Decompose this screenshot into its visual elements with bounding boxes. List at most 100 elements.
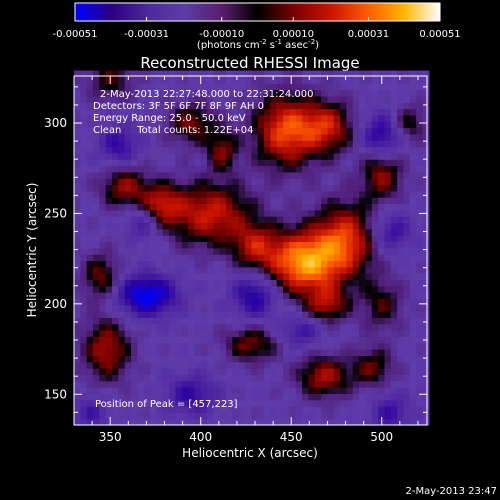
heatmap-cell xyxy=(403,114,411,122)
heatmap-cell xyxy=(346,342,354,350)
heatmap-cell xyxy=(276,70,284,78)
heatmap-cell xyxy=(409,387,417,394)
heatmap-cell xyxy=(403,399,411,407)
heatmap-cell xyxy=(162,127,170,135)
heatmap-cell xyxy=(188,146,195,154)
heatmap-cell xyxy=(112,399,119,407)
heatmap-cell xyxy=(137,412,145,420)
heatmap-cell xyxy=(359,165,367,173)
heatmap-cell xyxy=(308,323,316,331)
heatmap-cell xyxy=(99,418,107,426)
heatmap-cell xyxy=(365,279,373,287)
heatmap-cell xyxy=(270,387,278,394)
heatmap-cell xyxy=(74,127,81,135)
heatmap-cell xyxy=(194,304,202,312)
heatmap-cell xyxy=(390,235,398,243)
heatmap-cell xyxy=(80,184,88,192)
heatmap-cell xyxy=(295,184,303,192)
heatmap-cell xyxy=(359,178,367,186)
heatmap-cell xyxy=(359,102,367,110)
heatmap-cell xyxy=(213,412,221,420)
heatmap-cell xyxy=(327,209,335,217)
heatmap-cell xyxy=(308,89,316,97)
heatmap-cell xyxy=(105,285,113,293)
heatmap-cell xyxy=(162,197,170,205)
heatmap-cell xyxy=(314,121,322,129)
heatmap-cell xyxy=(264,247,272,255)
heatmap-cell xyxy=(384,266,392,274)
heatmap-cell xyxy=(156,184,164,192)
heatmap-cell xyxy=(245,412,253,420)
heatmap-cell xyxy=(333,273,341,281)
heatmap-cell xyxy=(80,165,88,173)
heatmap-cell xyxy=(264,216,272,224)
heatmap-cell xyxy=(93,355,100,363)
heatmap-cell xyxy=(207,336,214,344)
heatmap-cell xyxy=(371,330,379,337)
heatmap-cell xyxy=(175,197,183,205)
heatmap-cell xyxy=(416,165,424,173)
heatmap-cell xyxy=(365,304,373,312)
heatmap-cell xyxy=(308,152,316,160)
heatmap-cell xyxy=(314,70,322,78)
heatmap-cell xyxy=(333,368,341,375)
heatmap-cell xyxy=(124,406,132,413)
heatmap-cell xyxy=(80,279,88,287)
heatmap-cell xyxy=(74,361,81,369)
heatmap-cell xyxy=(169,418,176,426)
heatmap-cell xyxy=(397,102,405,110)
heatmap-cell xyxy=(118,311,126,319)
heatmap-cell xyxy=(219,412,227,420)
heatmap-cell xyxy=(264,152,272,160)
heatmap-cell xyxy=(416,260,424,268)
heatmap-cell xyxy=(99,209,107,217)
heatmap-cell xyxy=(283,146,291,154)
heatmap-cell xyxy=(112,304,119,312)
heatmap-cell xyxy=(93,285,100,293)
heatmap-cell xyxy=(283,197,291,205)
heatmap-cell xyxy=(232,152,240,160)
heatmap-cell xyxy=(194,203,202,211)
heatmap-cell xyxy=(226,374,233,382)
heatmap-cell xyxy=(238,121,246,129)
heatmap-cell xyxy=(352,89,360,97)
heatmap-cell xyxy=(74,279,81,287)
heatmap-cell xyxy=(200,133,208,141)
heatmap-cell xyxy=(93,121,100,129)
heatmap-cell xyxy=(257,102,265,110)
heatmap-cell xyxy=(359,279,367,287)
heatmap-cell xyxy=(384,95,392,103)
heatmap-cell xyxy=(213,222,221,230)
heatmap-cell xyxy=(137,330,145,337)
heatmap-cell xyxy=(124,152,132,160)
heatmap-cell xyxy=(289,266,297,274)
heatmap-cell xyxy=(169,241,176,249)
heatmap-cell xyxy=(131,266,138,274)
heatmap-cell xyxy=(378,361,386,369)
heatmap-cell xyxy=(86,323,94,331)
heatmap-cell xyxy=(238,298,246,306)
heatmap-cell xyxy=(403,222,411,230)
heatmap-cell xyxy=(80,393,88,401)
heatmap-cell xyxy=(112,317,119,325)
heatmap-cell xyxy=(384,108,392,116)
heatmap-cell xyxy=(150,178,157,186)
heatmap-cell xyxy=(346,159,354,167)
heatmap-cell xyxy=(131,399,138,407)
heatmap-cell xyxy=(346,171,354,179)
heatmap-cell xyxy=(131,304,138,312)
heatmap-cell xyxy=(207,266,214,274)
heatmap-cell xyxy=(175,222,183,230)
heatmap-cell xyxy=(378,285,386,293)
heatmap-cell xyxy=(99,152,107,160)
heatmap-cell xyxy=(137,108,145,116)
heatmap-cell xyxy=(346,102,354,110)
heatmap-cell xyxy=(93,368,100,375)
heatmap-cell xyxy=(333,279,341,287)
heatmap-cell xyxy=(289,285,297,293)
heatmap-cell xyxy=(169,273,176,281)
heatmap-cell xyxy=(371,368,379,375)
heatmap-cell xyxy=(333,165,341,173)
heatmap-cell xyxy=(99,241,107,249)
heatmap-cell xyxy=(390,317,398,325)
